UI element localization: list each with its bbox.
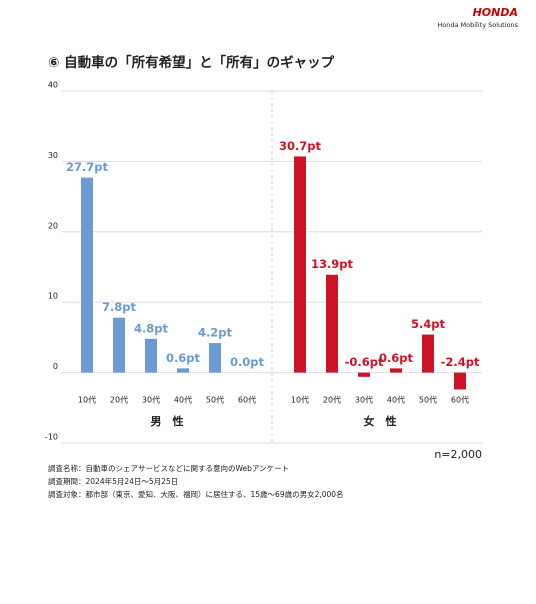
x-tick-label: 40代 <box>174 395 192 405</box>
x-tick-label: 10代 <box>291 395 309 405</box>
note: 調査名称：自動車のシェアサービスなどに関する意向のWebアンケート <box>48 463 289 473</box>
x-tick-label: 50代 <box>206 395 224 405</box>
bar <box>326 274 338 373</box>
brand: HONDA <box>473 6 518 19</box>
group-label: 男 性 <box>151 414 184 428</box>
bar <box>422 334 434 373</box>
value-label: 30.7pt <box>279 139 322 153</box>
x-tick-label: 60代 <box>451 395 469 405</box>
y-tick-label: 40 <box>48 81 58 90</box>
value-label: 4.2pt <box>198 326 233 340</box>
bar <box>390 368 402 373</box>
value-label: 0.6pt <box>166 351 201 365</box>
x-tick-label: 40代 <box>387 395 405 405</box>
value-label: 0.0pt <box>230 355 265 369</box>
value-label: 5.4pt <box>411 317 446 331</box>
value-label: 27.7pt <box>66 160 109 174</box>
sample-note: n=2,000 <box>434 448 482 461</box>
value-label: -0.6pt <box>345 355 384 369</box>
bar <box>294 156 306 373</box>
x-tick-label: 30代 <box>355 395 373 405</box>
x-tick-label: 10代 <box>78 395 96 405</box>
subbrand: Honda Mobility Solutions <box>437 21 518 29</box>
y-tick-label: -10 <box>45 433 58 442</box>
x-tick-label: 60代 <box>238 395 256 405</box>
x-tick-label: 50代 <box>419 395 437 405</box>
x-tick-label: 30代 <box>142 395 160 405</box>
value-label: 7.8pt <box>102 300 137 314</box>
bar <box>177 368 189 373</box>
bar <box>209 343 221 373</box>
x-tick-label: 20代 <box>323 395 341 405</box>
y-tick-label: 20 <box>48 221 58 230</box>
bar <box>113 317 125 373</box>
x-tick-label: 20代 <box>110 395 128 405</box>
y-tick-label: 10 <box>48 292 58 301</box>
bar <box>81 177 93 373</box>
y-tick-label: 30 <box>48 151 58 160</box>
bar <box>145 338 157 373</box>
value-label: 13.9pt <box>311 257 354 271</box>
bar <box>358 372 370 377</box>
y-tick-label: 0 <box>53 362 58 371</box>
value-label: 4.8pt <box>134 321 169 335</box>
bar <box>454 372 466 390</box>
chart-title: ⑥ 自動車の「所有希望」と「所有」のギャップ <box>48 54 335 71</box>
note: 調査対象：都市部（東京、愛知、大阪、福岡）に居住する、15歳～69歳の男女2,0… <box>48 489 344 499</box>
group-label: 女 性 <box>364 414 397 428</box>
note: 調査期間：2024年5月24日～5月25日 <box>48 476 178 486</box>
value-label: -2.4pt <box>441 355 480 369</box>
value-label: 0.6pt <box>379 351 414 365</box>
